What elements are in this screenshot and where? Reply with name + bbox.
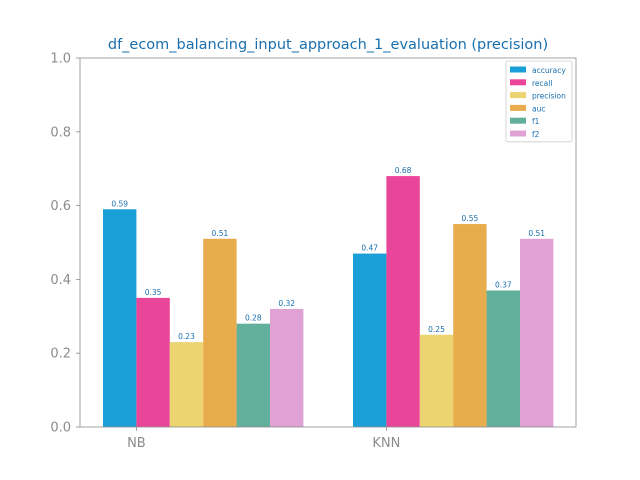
data-label: 0.55 (462, 214, 479, 223)
x-axis: NB KNN (127, 427, 400, 451)
legend-swatch-f2 (510, 130, 526, 137)
data-label: 0.51 (528, 229, 545, 238)
y-tick-label: 0.6 (50, 199, 71, 214)
legend-entry-accuracy: accuracy (532, 66, 566, 75)
bar-precision-knn (419, 334, 454, 427)
legend-swatch-recall (510, 79, 526, 86)
bar-f1-nb (236, 323, 270, 427)
legend-entry-auc: auc (532, 104, 545, 113)
y-tick-label: 0.0 (50, 421, 71, 436)
chart-title: df_ecom_balancing_input_approach_1_evalu… (108, 37, 548, 53)
data-label: 0.37 (495, 280, 512, 289)
legend-swatch-auc (510, 104, 526, 111)
bar-auc-nb (203, 238, 237, 427)
data-label: 0.32 (278, 299, 295, 308)
legend-swatch-accuracy (510, 66, 526, 73)
bar-recall-nb (136, 297, 170, 427)
data-label: 0.25 (428, 325, 445, 334)
y-axis: 0.0 0.2 0.4 0.6 0.8 1.0 (50, 52, 80, 436)
bar-recall-knn (386, 176, 420, 427)
x-tick-label: KNN (372, 436, 400, 451)
data-label: 0.68 (395, 166, 412, 175)
bar-accuracy-nb (103, 209, 137, 427)
data-label: 0.47 (361, 244, 378, 253)
bars-group (103, 176, 554, 427)
bar-auc-knn (453, 224, 487, 427)
bar-f2-nb (270, 308, 304, 427)
legend-entry-recall: recall (532, 79, 552, 88)
bar-f1-knn (486, 290, 520, 427)
bar-f2-knn (520, 238, 554, 427)
legend-swatch-precision (510, 92, 526, 99)
data-label: 0.23 (178, 332, 195, 341)
data-labels-group: 0.59 0.35 0.23 0.51 0.28 0.32 0.47 0.68 0.25 0.55… (111, 166, 545, 341)
legend-entry-precision: precision (532, 92, 566, 101)
y-tick-label: 0.2 (50, 347, 71, 362)
data-label: 0.35 (145, 288, 162, 297)
y-tick-label: 1.0 (50, 52, 71, 67)
y-tick-label: 0.8 (50, 125, 71, 140)
plot-area-frame (79, 57, 577, 428)
data-label: 0.51 (212, 229, 229, 238)
data-label: 0.59 (111, 199, 128, 208)
legend-swatch-f1 (510, 117, 526, 124)
y-tick-label: 0.4 (50, 273, 71, 288)
legend-entry-f1: f1 (532, 117, 540, 126)
x-tick-label: NB (127, 436, 146, 451)
bar-accuracy-knn (353, 253, 387, 427)
legend-entry-f2: f2 (532, 130, 540, 139)
data-label: 0.28 (245, 314, 262, 323)
legend: accuracy recall precision auc f1 f2 (505, 60, 573, 143)
bar-precision-nb (169, 342, 204, 427)
